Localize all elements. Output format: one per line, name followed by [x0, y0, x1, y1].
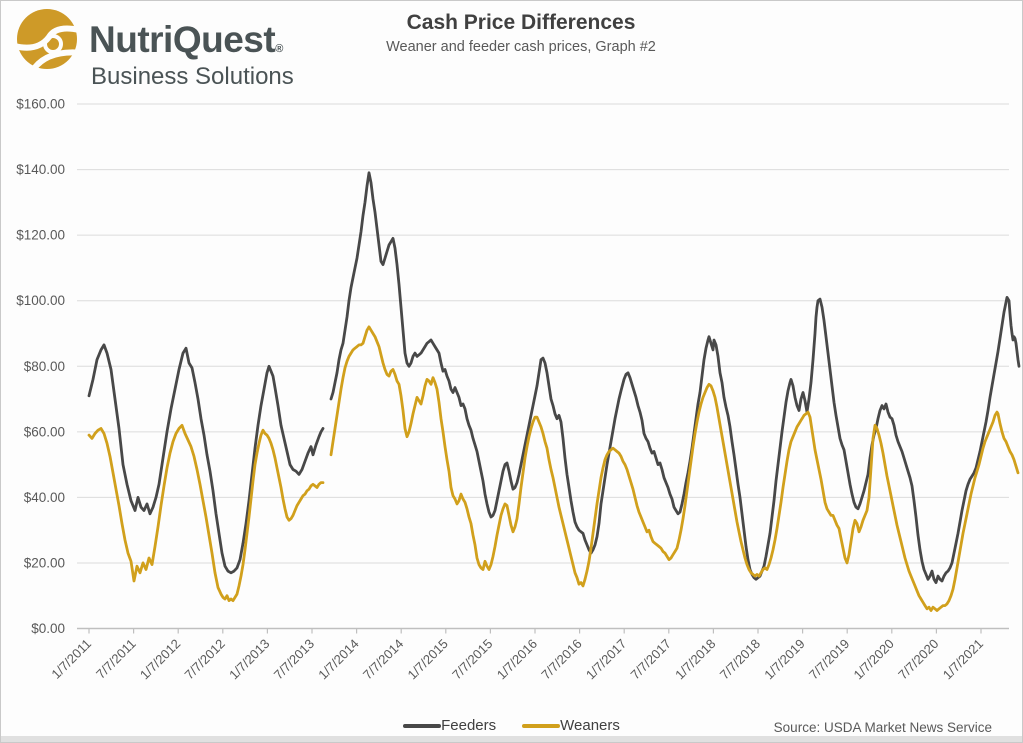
- x-axis-label: 7/7/2019: [806, 636, 852, 682]
- x-axis-label: 1/7/2012: [137, 636, 183, 682]
- bottom-bar: [1, 736, 1022, 742]
- x-axis-label: 7/7/2012: [182, 636, 228, 682]
- brand-tagline: Business Solutions: [91, 63, 294, 90]
- x-axis-label: 7/7/2017: [628, 636, 674, 682]
- x-axis-label: 7/7/2016: [538, 636, 584, 682]
- x-axis-label: 1/7/2017: [583, 636, 629, 682]
- y-axis-label: $60.00: [24, 424, 65, 439]
- x-axis-label: 7/7/2014: [360, 636, 406, 682]
- x-axis-label: 7/7/2011: [93, 636, 139, 682]
- y-axis-label: $80.00: [24, 359, 65, 374]
- feeders-series-line: [87, 343, 325, 575]
- y-axis-label: $20.00: [24, 555, 65, 570]
- x-axis-label: 1/7/2021: [940, 636, 986, 682]
- y-axis-label: $0.00: [31, 621, 65, 636]
- feeders-series-line: [329, 171, 1021, 584]
- x-axis-label: 7/7/2018: [717, 636, 763, 682]
- x-axis-label: 1/7/2019: [761, 636, 807, 682]
- x-axis-label: 1/7/2015: [405, 636, 451, 682]
- y-axis-label: $100.00: [16, 293, 65, 308]
- y-axis-label: $160.00: [16, 97, 65, 112]
- x-axis-label: 1/7/2011: [48, 636, 94, 682]
- y-axis-label: $40.00: [24, 490, 65, 505]
- weaners-line-swatch: [522, 723, 561, 728]
- x-axis-label: 1/7/2014: [315, 636, 361, 682]
- nutriquest-logo-icon: [15, 9, 79, 71]
- legend-label-weaners: Weaners: [560, 717, 620, 734]
- weaners-series-line: [87, 423, 325, 602]
- legend: Feeders Weaners: [1, 717, 1022, 734]
- x-axis-label: 1/7/2020: [851, 636, 897, 682]
- x-axis-label: 7/7/2015: [449, 636, 495, 682]
- legend-item-weaners: Weaners: [522, 717, 620, 734]
- brand-name: NutriQuest®: [89, 19, 283, 60]
- y-axis-label: $140.00: [16, 162, 65, 177]
- x-axis-label: 1/7/2018: [672, 636, 718, 682]
- x-axis-label: 1/7/2016: [494, 636, 540, 682]
- feeders-line-swatch: [403, 723, 442, 728]
- legend-label-feeders: Feeders: [441, 717, 497, 734]
- y-axis-label: $120.00: [16, 228, 65, 243]
- legend-item-feeders: Feeders: [403, 717, 496, 734]
- chart-title: Cash Price Differences: [406, 11, 636, 34]
- x-axis-label: 7/7/2013: [271, 636, 317, 682]
- registered-mark: ®: [275, 43, 283, 55]
- x-axis-label: 7/7/2020: [895, 636, 941, 682]
- source-attribution: Source: USDA Market News Service: [773, 720, 992, 735]
- chart-subtitle: Weaner and feeder cash prices, Graph #2: [386, 39, 656, 55]
- weaners-series-line: [329, 325, 1020, 612]
- x-axis-label: 1/7/2013: [226, 636, 272, 682]
